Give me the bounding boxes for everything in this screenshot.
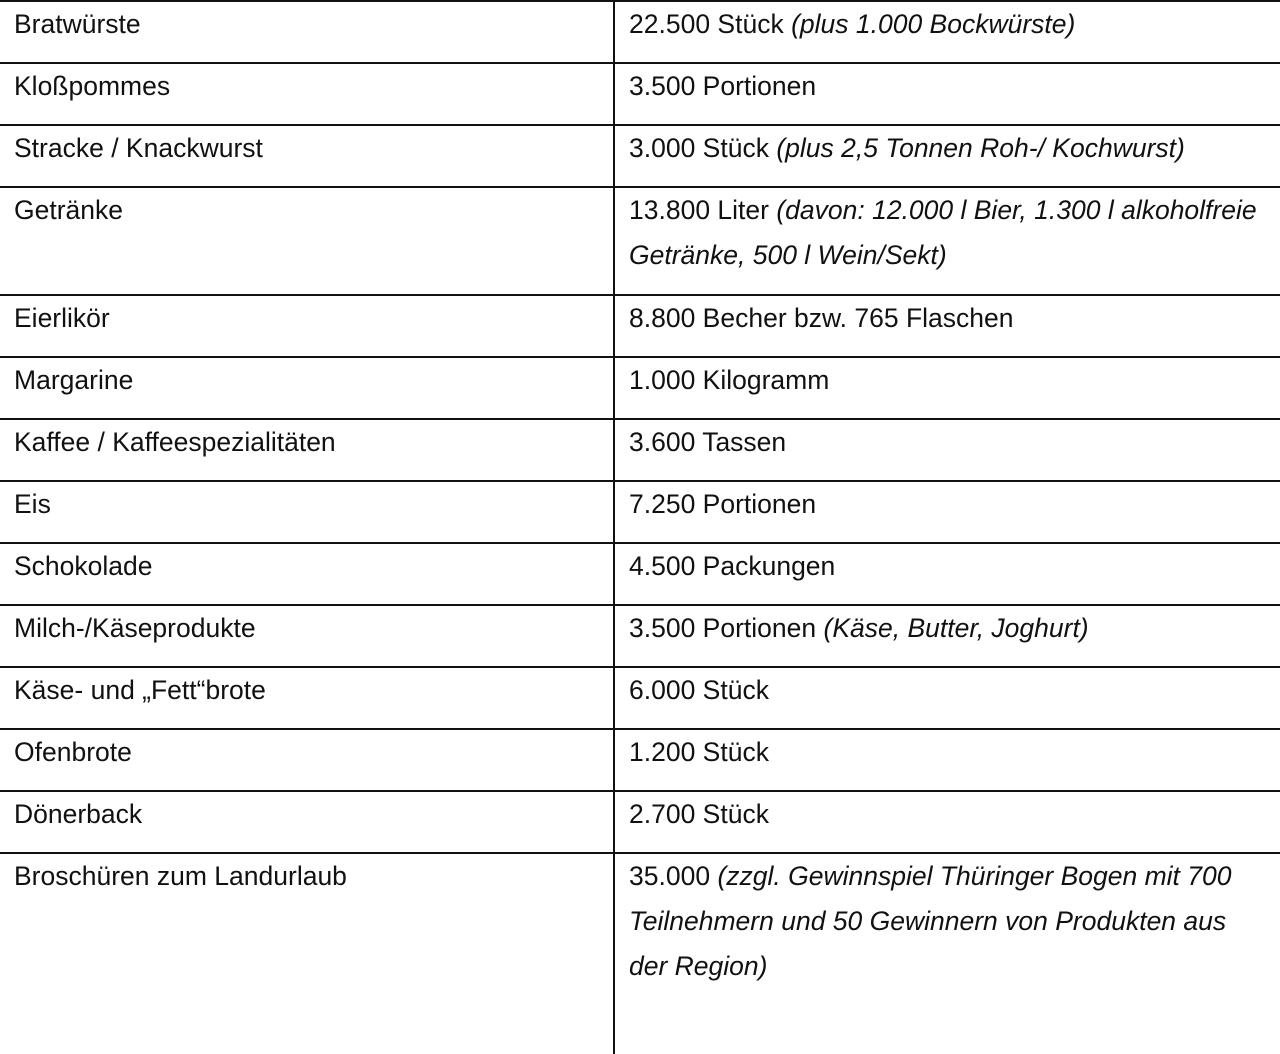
amount-value: 13.800 Liter — [629, 195, 769, 225]
item-cell: Kaffee / Kaffeespezialitäten — [0, 420, 615, 480]
table-row: Ofenbrote 1.200 Stück — [0, 730, 1280, 792]
item-cell: Eierlikör — [0, 296, 615, 356]
amount-cell: 3.500 Portionen — [615, 64, 1280, 124]
amount-value: 4.500 Packungen — [629, 551, 836, 581]
table-row: Kloßpommes 3.500 Portionen — [0, 64, 1280, 126]
amount-value: 35.000 — [629, 861, 711, 891]
table-row: Bratwürste 22.500 Stück (plus 1.000 Bockw… — [0, 2, 1280, 64]
item-cell: Stracke / Knackwurst — [0, 126, 615, 186]
amount-cell: 4.500 Packungen — [615, 544, 1280, 604]
amount-value: 3.600 Tassen — [629, 427, 787, 457]
item-cell: Bratwürste — [0, 2, 615, 62]
amount-cell: 13.800 Liter (davon: 12.000 l Bier, 1.30… — [615, 188, 1280, 294]
table-row: Kaffee / Kaffeespezialitäten 3.600 Tassen — [0, 420, 1280, 482]
table-row: Milch-/Käseprodukte 3.500 Portionen (Käse… — [0, 606, 1280, 668]
amount-cell: 3.000 Stück (plus 2,5 Tonnen Roh-/ Kochw… — [615, 126, 1280, 186]
item-cell: Getränke — [0, 188, 615, 294]
amount-note: (zzgl. Gewinnspiel Thüringer Bogen mit 7… — [629, 861, 1232, 981]
item-cell: Käse- und „Fett“brote — [0, 668, 615, 728]
amount-value: 7.250 Portionen — [629, 489, 817, 519]
amount-cell: 2.700 Stück — [615, 792, 1280, 852]
amount-cell: 1.000 Kilogramm — [615, 358, 1280, 418]
amount-cell: 22.500 Stück (plus 1.000 Bockwürste) — [615, 2, 1280, 62]
table-row: Eis 7.250 Portionen — [0, 482, 1280, 544]
table-row: Käse- und „Fett“brote 6.000 Stück — [0, 668, 1280, 730]
amount-value: 8.800 Becher bzw. 765 Flaschen — [629, 303, 1014, 333]
amount-cell: 6.000 Stück — [615, 668, 1280, 728]
amount-note: (Käse, Butter, Joghurt) — [823, 613, 1089, 643]
table-row: Getränke 13.800 Liter (davon: 12.000 l Bi… — [0, 188, 1280, 296]
amount-value: 1.200 Stück — [629, 737, 769, 767]
table-row: Dönerback 2.700 Stück — [0, 792, 1280, 854]
amount-note: (plus 1.000 Bockwürste) — [791, 9, 1076, 39]
table-row: Schokolade 4.500 Packungen — [0, 544, 1280, 606]
amount-note: (plus 2,5 Tonnen Roh-/ Kochwurst) — [776, 133, 1185, 163]
item-cell: Eis — [0, 482, 615, 542]
table-row: Margarine 1.000 Kilogramm — [0, 358, 1280, 420]
table-row: Broschüren zum Landurlaub 35.000 (zzgl. G… — [0, 854, 1280, 1054]
amount-value: 6.000 Stück — [629, 675, 769, 705]
table-row: Eierlikör 8.800 Becher bzw. 765 Flaschen — [0, 296, 1280, 358]
item-cell: Milch-/Käseprodukte — [0, 606, 615, 666]
table-row: Stracke / Knackwurst 3.000 Stück (plus 2,… — [0, 126, 1280, 188]
amount-cell: 8.800 Becher bzw. 765 Flaschen — [615, 296, 1280, 356]
item-cell: Ofenbrote — [0, 730, 615, 790]
amount-value: 2.700 Stück — [629, 799, 769, 829]
item-cell: Schokolade — [0, 544, 615, 604]
amount-cell: 3.600 Tassen — [615, 420, 1280, 480]
amount-value: 3.500 Portionen — [629, 613, 817, 643]
item-cell: Kloßpommes — [0, 64, 615, 124]
amount-value: 22.500 Stück — [629, 9, 784, 39]
amount-cell: 1.200 Stück — [615, 730, 1280, 790]
item-cell: Broschüren zum Landurlaub — [0, 854, 615, 1054]
item-cell: Margarine — [0, 358, 615, 418]
amount-note: (davon: 12.000 l Bier, 1.300 l alkoholfr… — [629, 195, 1257, 270]
amount-cell: 35.000 (zzgl. Gewinnspiel Thüringer Boge… — [615, 854, 1280, 1054]
amount-value: 3.500 Portionen — [629, 71, 817, 101]
amount-value: 3.000 Stück — [629, 133, 769, 163]
amount-cell: 7.250 Portionen — [615, 482, 1280, 542]
item-cell: Dönerback — [0, 792, 615, 852]
amount-value: 1.000 Kilogramm — [629, 365, 830, 395]
amount-cell: 3.500 Portionen (Käse, Butter, Joghurt) — [615, 606, 1280, 666]
